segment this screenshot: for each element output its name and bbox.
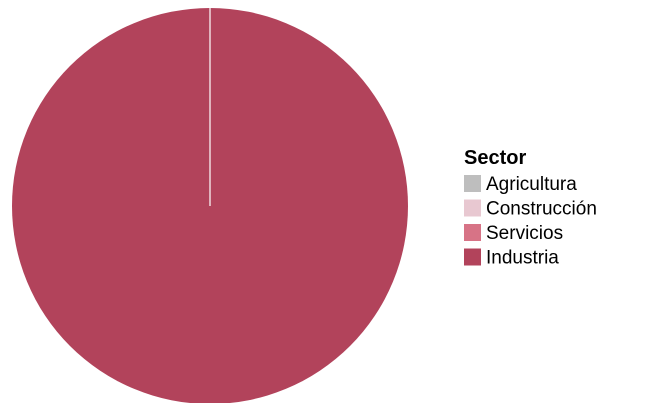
legend-label: Agricultura <box>486 174 577 195</box>
legend-item-industria: Industria <box>464 248 559 269</box>
legend-swatch <box>464 199 481 217</box>
legend-swatch <box>464 224 481 241</box>
legend-items: Agricultura Construcción Servicios Industri… <box>464 174 597 269</box>
legend-label: Construcción <box>486 199 597 220</box>
legend-item-servicios: Servicios <box>464 223 563 244</box>
legend-label: Servicios <box>486 223 563 244</box>
legend-item-construccion: Construcción <box>464 199 597 220</box>
legend: Sector Agricultura Construcción Servicios I… <box>464 147 597 269</box>
legend-item-agricultura: Agricultura <box>464 174 577 195</box>
legend-title: Sector <box>464 147 526 169</box>
legend-label: Industria <box>486 248 559 269</box>
pie-slices <box>12 8 408 403</box>
legend-swatch <box>464 175 481 192</box>
legend-swatch <box>464 248 481 266</box>
